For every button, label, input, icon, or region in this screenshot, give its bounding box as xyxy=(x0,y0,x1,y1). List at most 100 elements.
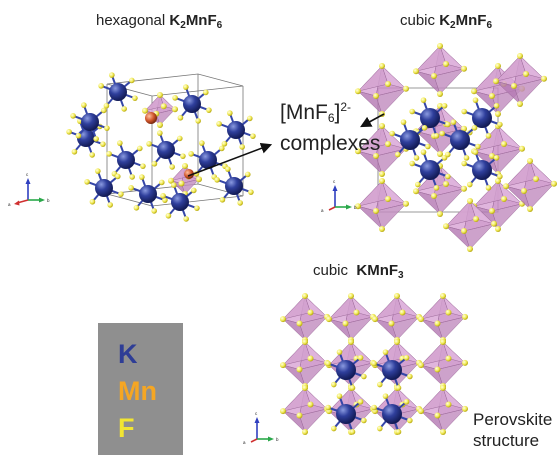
f-atom xyxy=(142,107,148,114)
mnf6-octahedron-face xyxy=(491,203,523,230)
f-atom xyxy=(462,405,468,412)
f-atom xyxy=(89,198,96,205)
f-atom xyxy=(379,63,385,69)
legend-k: K xyxy=(118,339,138,369)
f-atom xyxy=(348,339,354,345)
f-atom xyxy=(434,366,441,373)
mnf6-octahedron-face xyxy=(144,94,165,112)
f-atom xyxy=(353,309,360,316)
f-atom xyxy=(237,200,243,206)
axis-b-label: b xyxy=(276,437,279,442)
k-atom xyxy=(450,130,470,150)
f-atom xyxy=(172,106,178,113)
f-atom xyxy=(472,149,479,155)
k-atom xyxy=(225,177,243,195)
f-atom xyxy=(439,130,445,137)
axis-b-label: b xyxy=(354,205,357,210)
f-atom xyxy=(461,160,467,167)
f-atom xyxy=(218,145,225,152)
f-atom xyxy=(227,110,233,116)
f-atom xyxy=(296,412,303,419)
f-atom xyxy=(444,151,451,158)
f-atom xyxy=(433,133,440,139)
mn-atom xyxy=(145,112,157,124)
f-atom xyxy=(485,133,492,139)
mnf6-octahedron-face xyxy=(420,387,449,412)
f-atom xyxy=(190,187,197,194)
f-atom xyxy=(420,97,427,103)
f-atom xyxy=(75,132,82,139)
f-atom xyxy=(440,429,446,435)
k-atom xyxy=(171,193,189,211)
f-atom xyxy=(440,339,446,345)
f-atom xyxy=(349,385,356,391)
f-atom xyxy=(445,401,452,408)
cubic-kmnf3-structure xyxy=(280,293,468,435)
f-atom xyxy=(517,53,523,59)
f-atom xyxy=(489,93,495,99)
mnf6-octahedron-face xyxy=(433,188,465,215)
f-atom xyxy=(246,115,253,122)
legend-f: F xyxy=(118,413,135,443)
f-atom xyxy=(98,83,104,89)
k-atom xyxy=(95,179,113,197)
mnf6-octahedron-face xyxy=(391,316,420,341)
mnf6-octahedron-face xyxy=(299,362,328,387)
f-atom xyxy=(403,85,409,92)
mnf6-octahedron-face xyxy=(437,362,466,387)
perovskite-label-line2: structure xyxy=(473,431,540,450)
f-atom xyxy=(100,141,106,147)
axis-c-label: c xyxy=(255,411,258,416)
f-atom xyxy=(325,360,331,367)
f-atom xyxy=(517,101,523,107)
mnf6-octahedron-face xyxy=(433,68,465,95)
mnf6-octahedron-face xyxy=(181,178,200,195)
f-atom xyxy=(157,130,163,136)
f-atom xyxy=(511,83,517,89)
f-atom xyxy=(107,202,113,208)
f-atom xyxy=(420,149,427,155)
f-atom xyxy=(409,160,415,167)
f-atom xyxy=(195,118,201,124)
mnf6-octahedron-face xyxy=(420,341,449,366)
f-atom xyxy=(194,205,200,211)
axis-triad-hex: c b a xyxy=(8,172,50,207)
f-atom xyxy=(491,220,497,227)
axis-b-label: b xyxy=(47,198,50,203)
mnf6-octahedron-face xyxy=(374,295,403,320)
f-atom xyxy=(176,135,183,142)
axis-c-label: c xyxy=(333,179,336,184)
mnf6-octahedron-face xyxy=(523,183,555,210)
k-atom xyxy=(420,160,440,180)
f-atom xyxy=(385,196,391,202)
f-atom xyxy=(302,385,308,391)
f-atom xyxy=(461,125,467,132)
f-atom xyxy=(431,73,437,79)
f-atom xyxy=(302,339,308,345)
f-atom xyxy=(325,404,331,411)
f-atom xyxy=(132,95,138,101)
f-atom xyxy=(177,114,184,121)
k-atom xyxy=(420,108,440,128)
f-atom xyxy=(244,171,251,178)
mnf6-octahedron-face xyxy=(473,65,505,92)
mnf6-octahedron-face xyxy=(495,55,527,82)
f-atom xyxy=(541,75,547,82)
f-atom xyxy=(471,124,478,131)
f-atom xyxy=(440,385,446,391)
mnf6-octahedron-face xyxy=(282,387,311,412)
complex-label-line2: complexes xyxy=(280,132,381,155)
title-hexagonal-k2mnf6: hexagonal K2MnF6 xyxy=(96,12,222,31)
mnf6-octahedron-face xyxy=(491,148,523,175)
f-atom xyxy=(373,93,379,99)
f-atom xyxy=(445,355,452,362)
f-atom xyxy=(414,181,421,188)
f-atom xyxy=(461,108,467,115)
f-atom xyxy=(533,176,539,182)
mnf6-octahedron-face xyxy=(282,295,311,320)
f-atom xyxy=(66,129,72,135)
f-atom xyxy=(523,71,529,77)
f-atom xyxy=(302,429,308,435)
f-atom xyxy=(140,163,146,169)
f-atom xyxy=(403,354,410,361)
